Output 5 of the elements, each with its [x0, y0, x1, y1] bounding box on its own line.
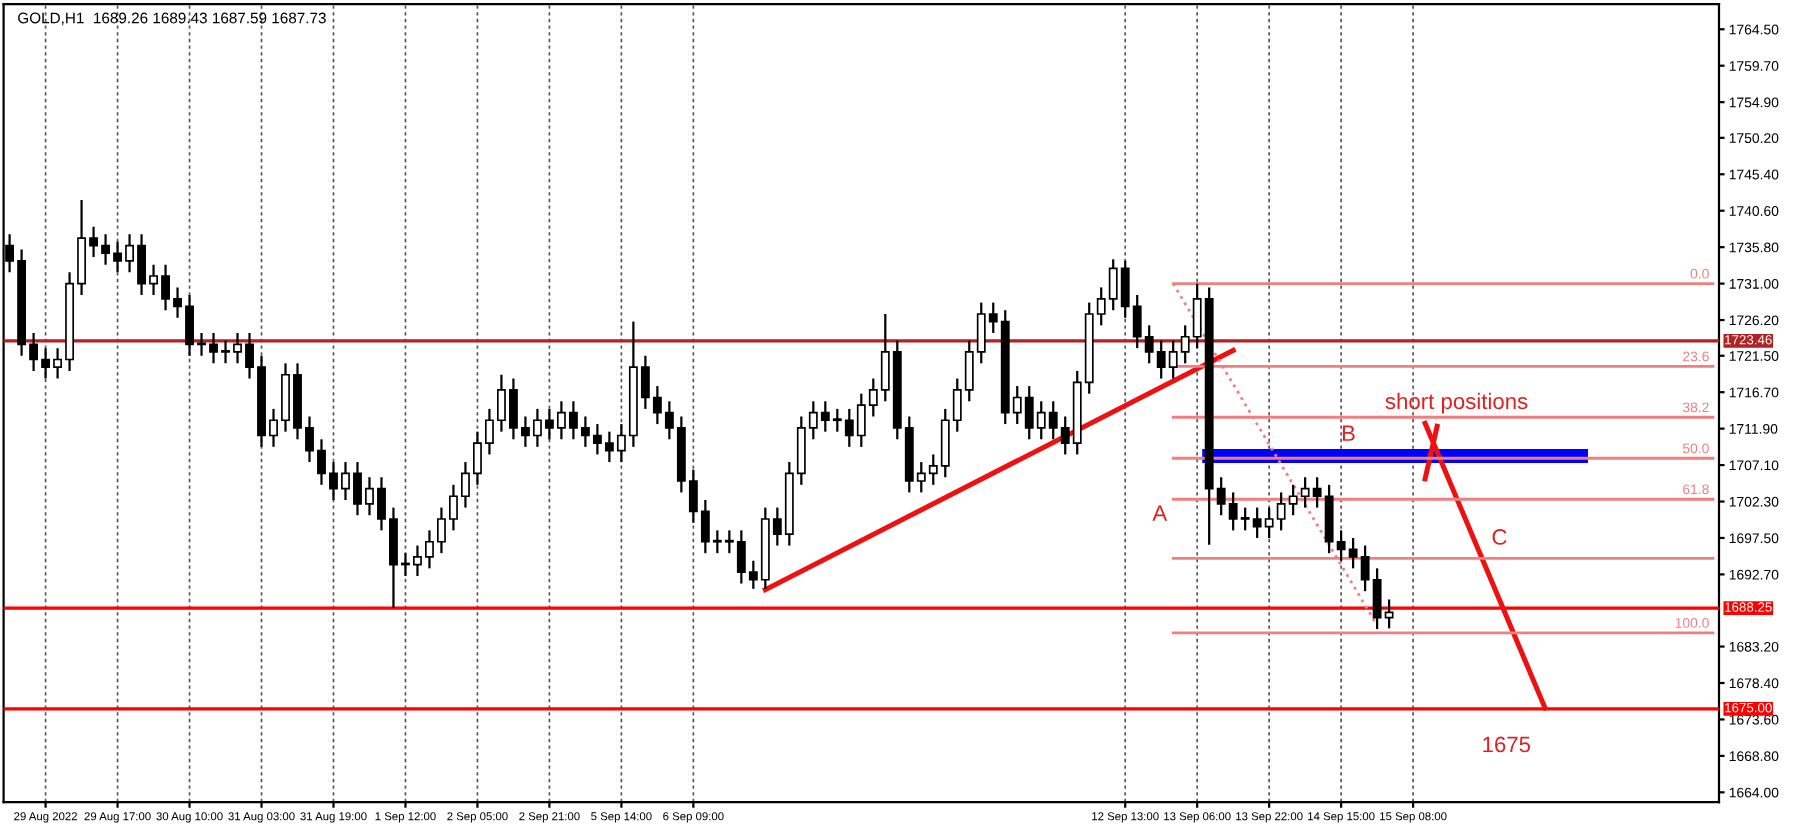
annotation: 1675: [1483, 736, 1531, 753]
annotation: C: [1492, 529, 1507, 545]
annotation: A: [1152, 505, 1168, 521]
annotation: short positions: [1385, 392, 1528, 414]
annotation: B: [1342, 425, 1355, 441]
